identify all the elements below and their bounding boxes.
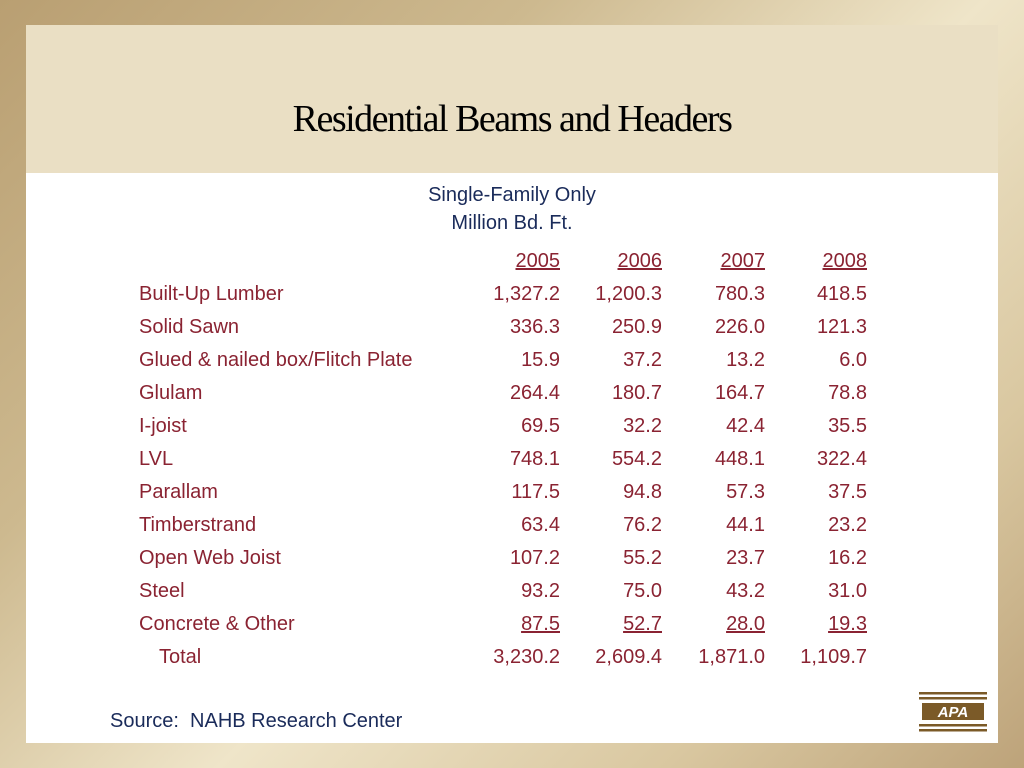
table-cell-underlined: 19.3 [772, 612, 867, 636]
row-label: Glued & nailed box/Flitch Plate [139, 349, 413, 371]
source-note: Source: NAHB Research Center [110, 710, 403, 732]
title-band: Residential Beams and Headers [26, 25, 998, 173]
table-cell: 448.1 [714, 448, 765, 470]
cell-value: 87.5 [521, 613, 560, 635]
table-cell: 264.4 [509, 382, 560, 404]
table-cell: 117.5 [511, 481, 560, 503]
column-header-2007: 2007 [720, 250, 766, 272]
cell-value: 52.7 [623, 613, 662, 635]
row-label: Open Web Joist [139, 547, 281, 569]
row-label: Solid Sawn [139, 316, 240, 338]
total-label: Total [159, 646, 202, 668]
table-cell: 57.3 [726, 481, 765, 503]
table-cell: 1,327.2 [493, 283, 560, 305]
table-row: Glued & nailed box/Flitch Plate 15.9 37.… [139, 348, 879, 381]
apa-logo: APA [919, 692, 987, 732]
row-label: Timberstrand [139, 514, 257, 536]
table-cell: 63.4 [521, 514, 560, 536]
table-cell: 93.2 [521, 580, 560, 602]
row-label: I-joist [139, 415, 187, 437]
table-row: Open Web Joist 107.2 55.2 23.7 16.2 [139, 546, 879, 579]
table-row: Solid Sawn 336.3 250.9 226.0 121.3 [139, 315, 879, 348]
table-row: Concrete & Other 87.5 52.7 28.0 19.3 [139, 612, 879, 645]
table-cell: 13.2 [726, 349, 765, 371]
table-cell: 748.1 [509, 448, 560, 470]
table-cell: 43.2 [726, 580, 765, 602]
table-row: Glulam 264.4 180.7 164.7 78.8 [139, 381, 879, 414]
table-cell: 55.2 [623, 547, 662, 569]
row-label: Steel [139, 580, 185, 602]
table-cell: 35.5 [828, 415, 867, 437]
total-cell: 1,109.7 [800, 646, 867, 668]
row-label: Built-Up Lumber [139, 283, 284, 305]
table-cell-underlined: 52.7 [567, 612, 662, 636]
row-label: Parallam [139, 481, 218, 503]
table-cell: 121.3 [816, 316, 867, 338]
table-cell-underlined: 87.5 [465, 612, 560, 636]
table-row: I-joist 69.5 32.2 42.4 35.5 [139, 414, 879, 447]
table-total-row: Total 3,230.2 2,609.4 1,871.0 1,109.7 [139, 645, 879, 678]
table-row: Built-Up Lumber 1,327.2 1,200.3 780.3 41… [139, 282, 879, 315]
row-label: Concrete & Other [139, 613, 295, 635]
column-header-2006: 2006 [617, 250, 663, 272]
table-cell: 180.7 [611, 382, 662, 404]
logo-text: APA [937, 704, 969, 721]
table-cell: 226.0 [714, 316, 765, 338]
table-cell: 42.4 [726, 415, 765, 437]
table-cell: 780.3 [714, 283, 765, 305]
subtitle-scope: Single-Family Only [428, 184, 596, 206]
table-row: Parallam 117.5 94.8 57.3 37.5 [139, 480, 879, 513]
total-cell: 1,871.0 [698, 646, 765, 668]
column-header-2008: 2008 [822, 250, 868, 272]
table-cell: 23.7 [726, 547, 765, 569]
table-cell: 554.2 [611, 448, 662, 470]
table-cell: 322.4 [816, 448, 867, 470]
table-cell: 44.1 [726, 514, 765, 536]
table-cell: 78.8 [828, 382, 867, 404]
row-label: LVL [139, 448, 174, 470]
table-row: Steel 93.2 75.0 43.2 31.0 [139, 579, 879, 612]
table-cell: 418.5 [816, 283, 867, 305]
subtitle-unit: Million Bd. Ft. [451, 212, 573, 234]
cell-value: 28.0 [726, 613, 765, 635]
table-cell: 31.0 [828, 580, 867, 602]
table-row: LVL 748.1 554.2 448.1 322.4 [139, 447, 879, 480]
table-cell: 94.8 [623, 481, 662, 503]
row-label: Glulam [139, 382, 203, 404]
table-cell: 37.5 [828, 481, 867, 503]
column-header-2005: 2005 [515, 250, 561, 272]
table-row: Timberstrand 63.4 76.2 44.1 23.2 [139, 513, 879, 546]
table-cell: 16.2 [828, 547, 867, 569]
table-cell: 336.3 [509, 316, 560, 338]
slide: Residential Beams and Headers Single-Fam… [26, 25, 998, 743]
table-cell: 164.7 [714, 382, 765, 404]
table-cell: 6.0 [839, 349, 867, 371]
table-cell: 107.2 [509, 547, 560, 569]
table-cell: 1,200.3 [595, 283, 662, 305]
table-cell: 23.2 [828, 514, 867, 536]
table-header-row: 2005 2006 2007 2008 [139, 249, 879, 282]
table-cell: 250.9 [611, 316, 662, 338]
cell-value: 19.3 [828, 613, 867, 635]
table-cell: 32.2 [623, 415, 662, 437]
table-cell-underlined: 28.0 [670, 612, 765, 636]
total-cell: 2,609.4 [595, 646, 662, 668]
table-cell: 69.5 [521, 415, 560, 437]
table-cell: 37.2 [623, 349, 662, 371]
total-cell: 3,230.2 [493, 646, 560, 668]
table-cell: 15.9 [521, 349, 560, 371]
table-cell: 75.0 [623, 580, 662, 602]
data-table: 2005 2006 2007 2008 Built-Up Lumber 1,32… [139, 249, 879, 678]
slide-title: Residential Beams and Headers [292, 98, 733, 140]
table-cell: 76.2 [623, 514, 662, 536]
